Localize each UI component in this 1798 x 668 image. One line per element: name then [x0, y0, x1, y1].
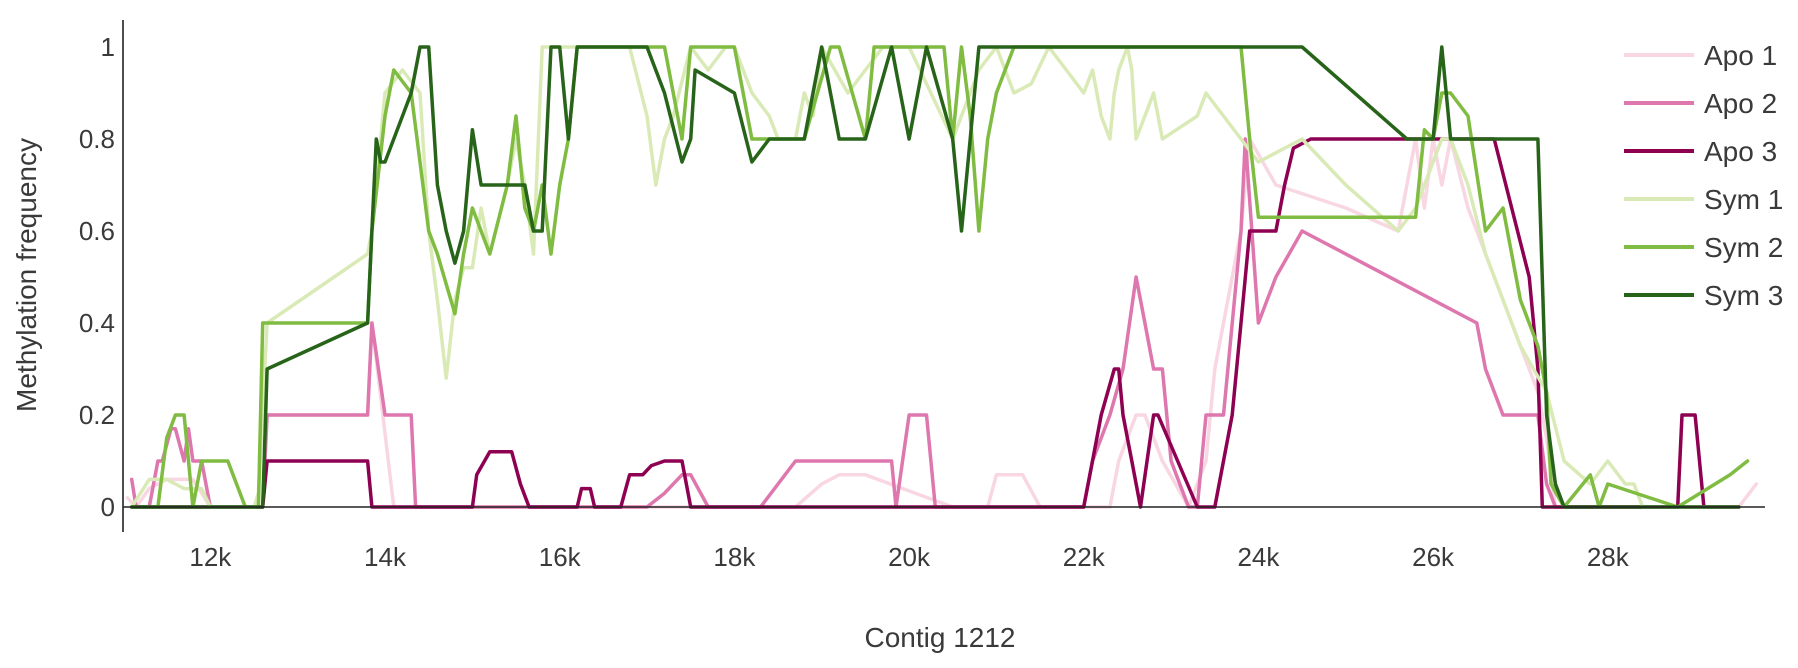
legend-label: Sym 2	[1704, 232, 1783, 263]
x-tick-label: 18k	[713, 542, 756, 572]
legend-label: Apo 2	[1704, 88, 1777, 119]
legend-item: Apo 3	[1624, 136, 1777, 167]
x-tick-label: 24k	[1237, 542, 1280, 572]
legend-item: Sym 1	[1624, 184, 1783, 215]
x-tick-label: 26k	[1412, 542, 1455, 572]
y-tick-label: 0.8	[79, 124, 115, 154]
legend-item: Apo 2	[1624, 88, 1777, 119]
legend-label: Apo 3	[1704, 136, 1777, 167]
y-tick-label: 0.2	[79, 400, 115, 430]
x-tick-label: 22k	[1063, 542, 1106, 572]
legend-label: Sym 3	[1704, 280, 1783, 311]
y-axis-title: Methylation frequency	[11, 138, 42, 412]
series-line-sym-1	[129, 45, 1741, 509]
plot-lines	[125, 45, 1759, 509]
series-line-sym-2	[129, 45, 1750, 509]
legend-label: Apo 1	[1704, 40, 1777, 71]
y-tick-label: 0.4	[79, 308, 115, 338]
legend-item: Apo 1	[1624, 40, 1777, 71]
legend-item: Sym 2	[1624, 232, 1783, 263]
series-line-apo-3	[129, 137, 1741, 509]
y-tick-label: 0	[101, 492, 115, 522]
x-tick-label: 14k	[364, 542, 407, 572]
legend-item: Sym 3	[1624, 280, 1783, 311]
x-tick-label: 20k	[888, 542, 931, 572]
series-line-sym-3	[129, 45, 1741, 509]
series-line-apo-2	[129, 137, 1741, 509]
x-tick-label: 16k	[539, 542, 582, 572]
y-tick-label: 1	[101, 32, 115, 62]
x-tick-label: 12k	[189, 542, 232, 572]
x-tick-label: 28k	[1587, 542, 1630, 572]
y-tick-label: 0.6	[79, 216, 115, 246]
x-axis-title: Contig 1212	[864, 622, 1015, 653]
legend-label: Sym 1	[1704, 184, 1783, 215]
axes: 0 0.2 0.4 0.6 0.8 1 12k 14k 16k 18k 20k 22k 24k 26k 28…	[79, 20, 1765, 572]
legend: Apo 1 Apo 2 Apo 3 Sym 1 Sym 2 Sym 3	[1624, 40, 1783, 311]
